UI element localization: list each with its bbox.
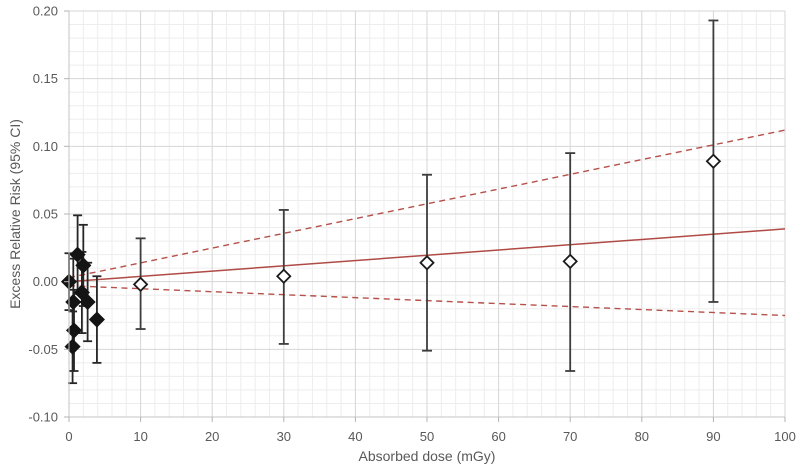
- x-tick-label: 70: [563, 429, 577, 444]
- x-tick-label: 60: [491, 429, 505, 444]
- dose-category-estimates-marker: [276, 268, 292, 285]
- dose-category-estimates-marker: [419, 254, 435, 271]
- individual-study-estimates-low-dose-marker: [64, 338, 81, 355]
- individual-study-estimates-low-dose-marker: [69, 246, 86, 263]
- y-tick-label: 0.00: [33, 274, 58, 289]
- x-tick-label: 0: [65, 429, 72, 444]
- individual-study-estimates-low-dose-marker: [73, 284, 90, 301]
- dose-category-estimates-marker: [705, 153, 722, 169]
- x-tick-label: 30: [277, 429, 291, 444]
- y-tick-label: -0.10: [28, 410, 58, 425]
- dose-category-estimates-marker: [132, 276, 149, 293]
- y-tick-label: 0.05: [33, 207, 58, 222]
- individual-study-estimates-low-dose-marker: [88, 311, 105, 328]
- y-axis-title: Excess Relative Risk (95% CI): [7, 119, 23, 309]
- x-tick-label: 80: [635, 429, 649, 444]
- x-tick-label: 20: [205, 429, 219, 444]
- upper-95ci-line: [68, 129, 786, 279]
- individual-study-estimates-low-dose-marker: [79, 293, 96, 311]
- x-axis-title: Absorbed dose (mGy): [358, 448, 496, 464]
- individual-study-estimates-low-dose-marker: [75, 257, 92, 274]
- x-tick-label: 40: [348, 429, 362, 444]
- dose-category-estimates-marker: [562, 253, 578, 270]
- y-tick-label: 0.15: [33, 71, 58, 86]
- x-tick-label: 100: [774, 429, 796, 444]
- y-tick-label: -0.05: [28, 342, 58, 357]
- y-tick-label: 0.20: [33, 4, 58, 19]
- x-tick-label: 90: [706, 429, 720, 444]
- x-tick-label: 10: [133, 429, 147, 444]
- y-tick-label: 0.10: [33, 139, 58, 154]
- x-tick-label: 50: [420, 429, 434, 444]
